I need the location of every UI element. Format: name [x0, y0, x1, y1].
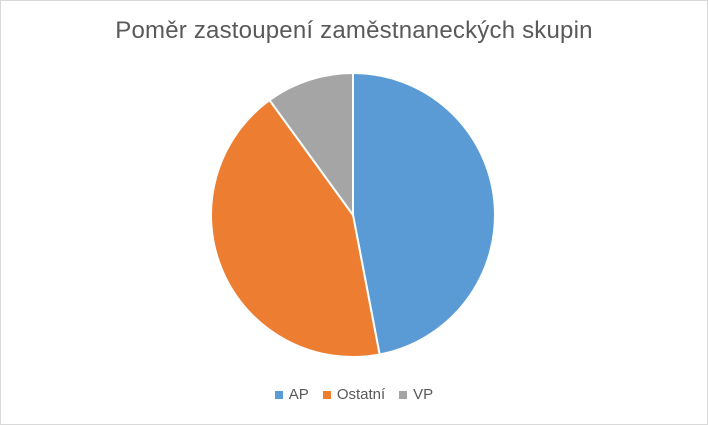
pie-slice-ap [352, 72, 496, 356]
legend-swatch-vp [399, 390, 408, 399]
pie-slice-ostatni [210, 99, 381, 358]
legend-item-ostatni: Ostatní [322, 386, 386, 403]
chart-title: Poměr zastoupení zaměstnaneckých skupin [115, 17, 593, 44]
legend-swatch-ap [274, 390, 283, 399]
legend-label-ap: AP [288, 386, 309, 403]
legend-item-vp: VP [399, 386, 433, 403]
legend-label-ostatni: Ostatní [336, 386, 386, 403]
legend: AP Ostatní VP [1, 386, 707, 403]
legend-item-ap: AP [274, 386, 309, 403]
legend-swatch-ostatni [322, 390, 331, 399]
pie-slice-vp [268, 72, 354, 216]
legend-label-vp: VP [413, 386, 434, 403]
